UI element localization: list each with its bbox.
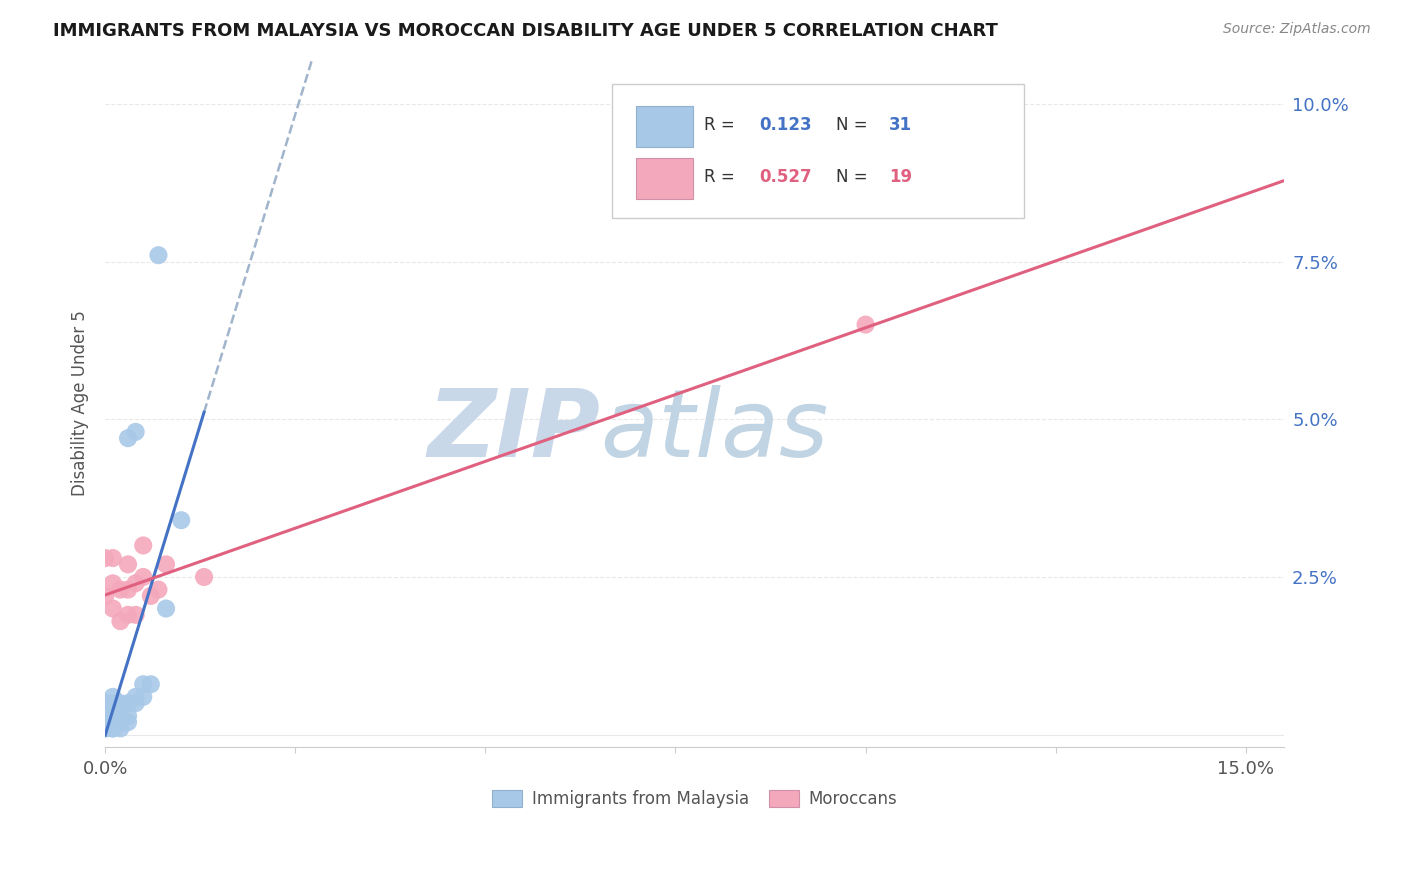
Point — [124, 696, 146, 710]
Point — [148, 248, 170, 262]
Point — [101, 722, 124, 736]
Point — [124, 607, 146, 622]
Point — [94, 551, 117, 566]
Point — [170, 513, 193, 527]
Point — [124, 690, 146, 704]
Y-axis label: Disability Age Under 5: Disability Age Under 5 — [72, 310, 89, 497]
Text: N =: N = — [837, 116, 873, 134]
Point — [117, 696, 139, 710]
Point — [132, 570, 155, 584]
Point — [117, 715, 139, 730]
Point — [101, 601, 124, 615]
FancyBboxPatch shape — [612, 84, 1025, 218]
Point — [94, 702, 117, 716]
Text: Source: ZipAtlas.com: Source: ZipAtlas.com — [1223, 22, 1371, 37]
Point — [101, 722, 124, 736]
Point — [110, 614, 132, 628]
Text: IMMIGRANTS FROM MALAYSIA VS MOROCCAN DISABILITY AGE UNDER 5 CORRELATION CHART: IMMIGRANTS FROM MALAYSIA VS MOROCCAN DIS… — [53, 22, 998, 40]
Point — [94, 722, 117, 736]
Point — [155, 601, 177, 615]
Point — [101, 576, 124, 591]
Legend: Immigrants from Malaysia, Moroccans: Immigrants from Malaysia, Moroccans — [485, 783, 904, 814]
Point — [132, 677, 155, 691]
Text: 0.123: 0.123 — [759, 116, 811, 134]
Point — [139, 677, 162, 691]
Point — [110, 708, 132, 723]
Text: R =: R = — [704, 116, 740, 134]
Point — [117, 558, 139, 572]
Text: 0.527: 0.527 — [759, 168, 811, 186]
Point — [94, 589, 117, 603]
Text: 19: 19 — [889, 168, 912, 186]
Point — [101, 696, 124, 710]
Point — [110, 696, 132, 710]
Point — [132, 690, 155, 704]
Point — [855, 318, 877, 332]
Point — [148, 582, 170, 597]
Point — [110, 722, 132, 736]
Point — [193, 570, 215, 584]
Text: atlas: atlas — [600, 385, 828, 476]
Point — [110, 715, 132, 730]
Text: R =: R = — [704, 168, 740, 186]
Point — [101, 551, 124, 566]
FancyBboxPatch shape — [636, 106, 693, 147]
Point — [117, 582, 139, 597]
Point — [117, 607, 139, 622]
Point — [94, 715, 117, 730]
Point — [101, 690, 124, 704]
Point — [132, 538, 155, 552]
Text: N =: N = — [837, 168, 873, 186]
Point — [110, 702, 132, 716]
Point — [124, 425, 146, 439]
Point — [101, 702, 124, 716]
FancyBboxPatch shape — [636, 158, 693, 199]
Point — [94, 708, 117, 723]
Point — [94, 722, 117, 736]
Point — [117, 431, 139, 445]
Text: ZIP: ZIP — [427, 385, 600, 477]
Point — [101, 708, 124, 723]
Point — [110, 582, 132, 597]
Point — [101, 715, 124, 730]
Point — [94, 696, 117, 710]
Text: 31: 31 — [889, 116, 912, 134]
Point — [139, 589, 162, 603]
Point — [124, 576, 146, 591]
Point — [155, 558, 177, 572]
Point — [117, 708, 139, 723]
